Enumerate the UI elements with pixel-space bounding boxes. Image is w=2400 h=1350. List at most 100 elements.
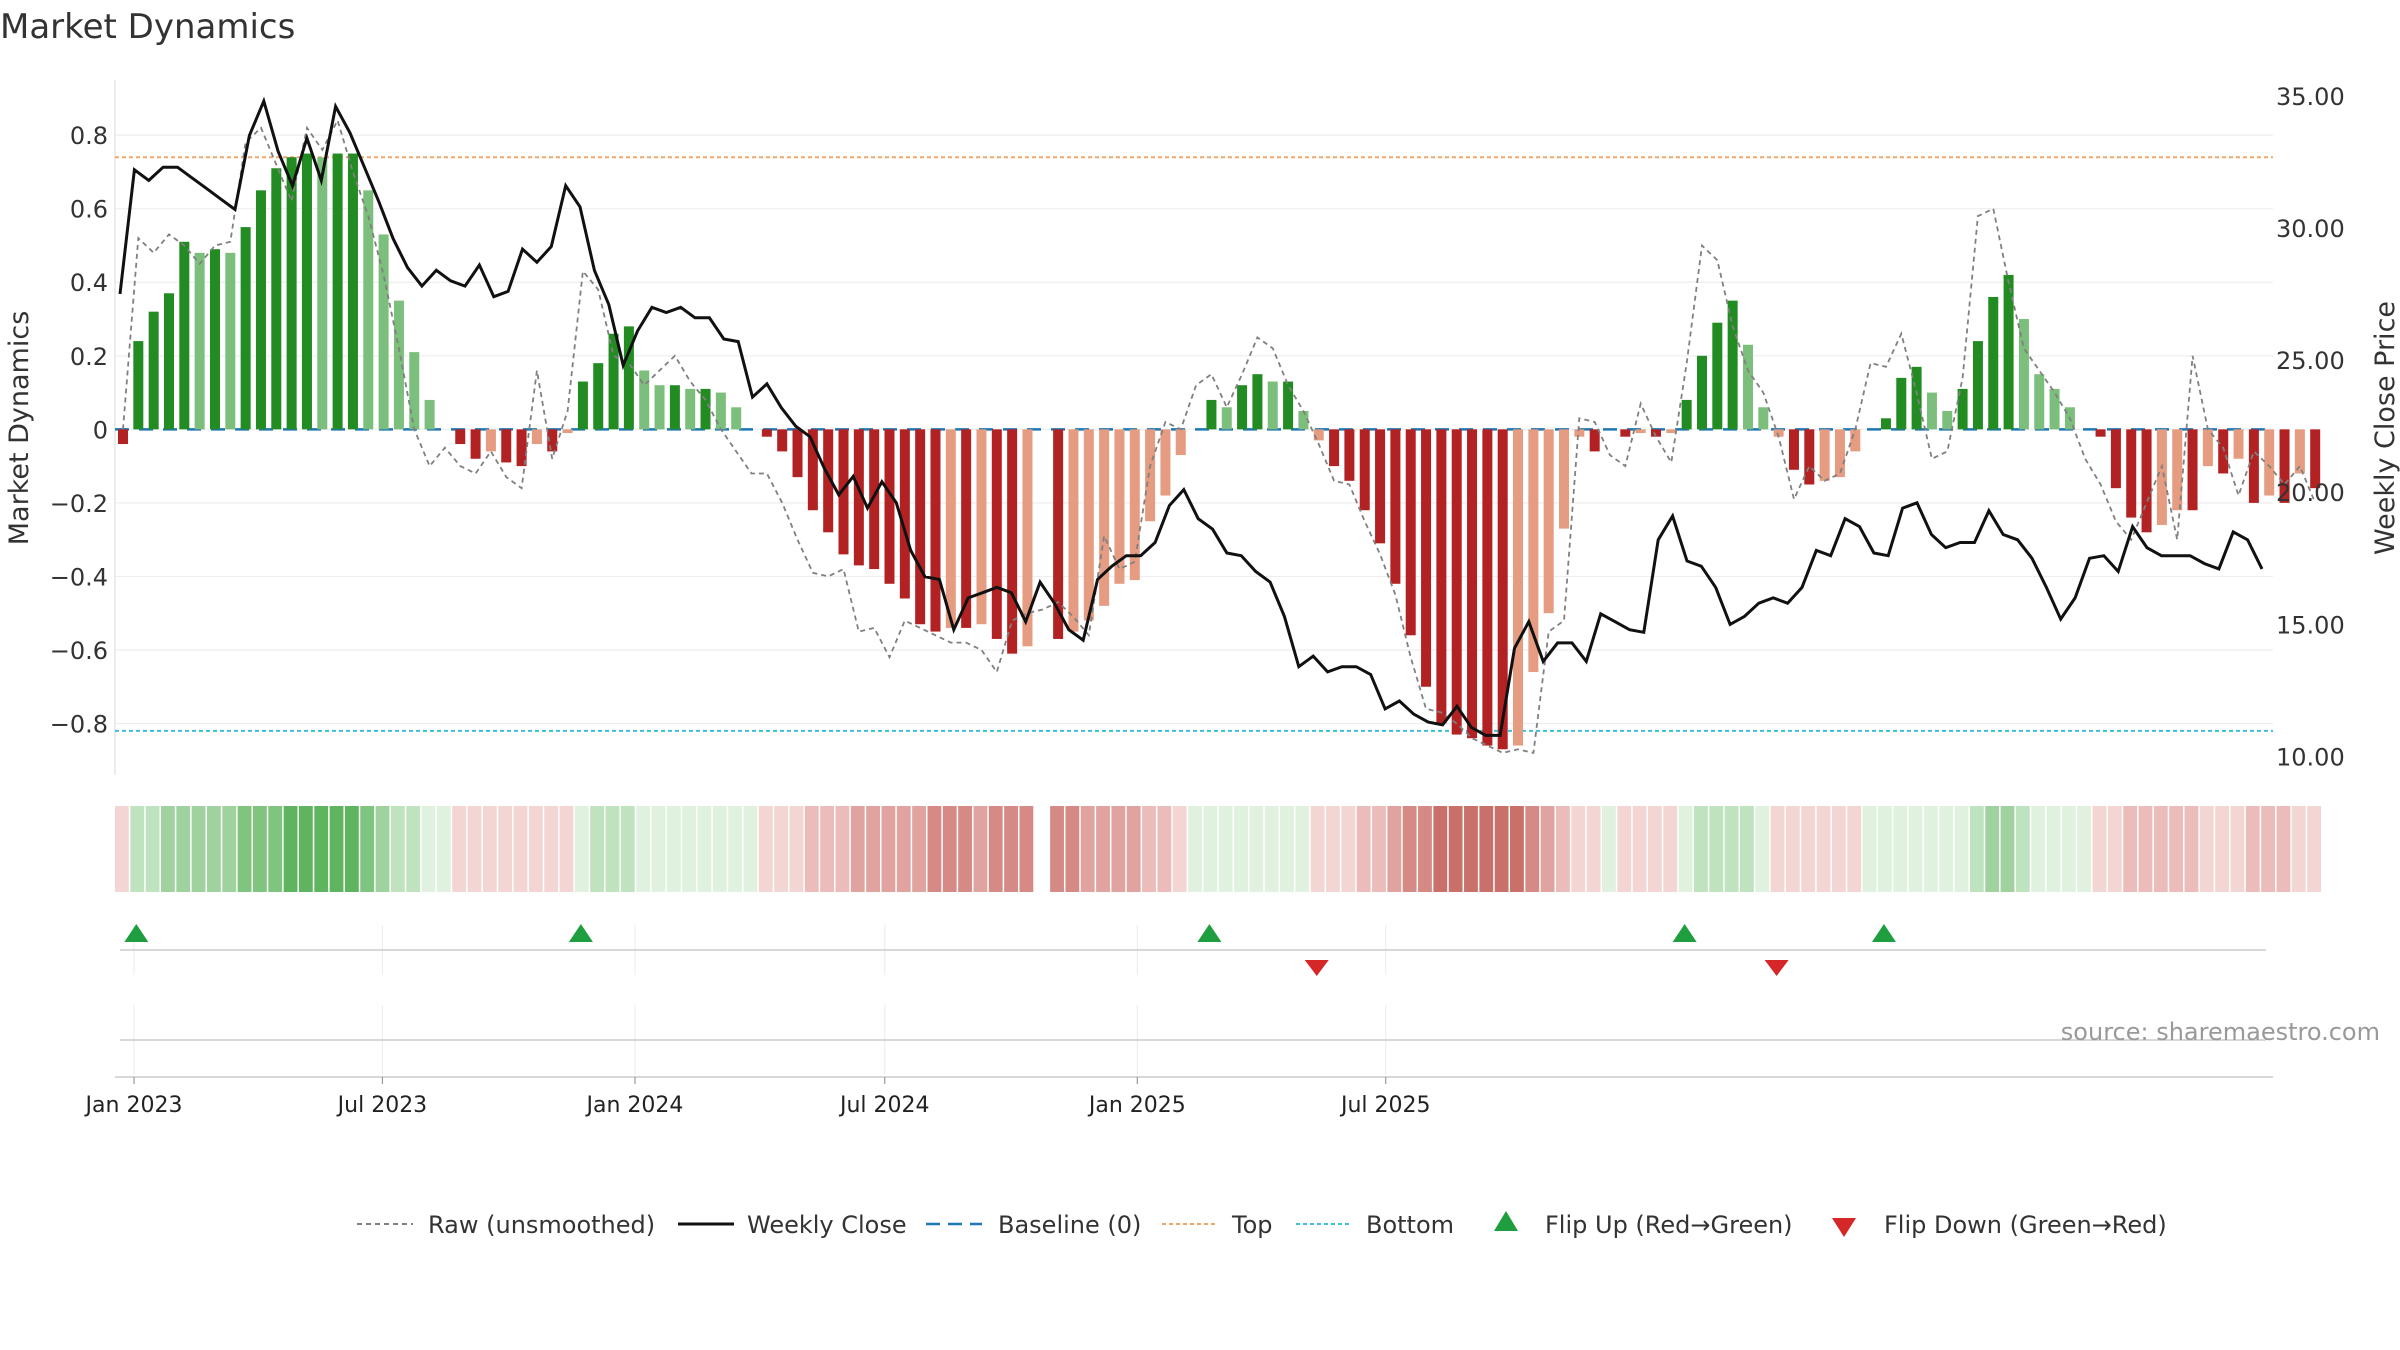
state-cell (2077, 806, 2092, 892)
state-cell (1939, 806, 1954, 892)
flip-up-icon (124, 924, 149, 942)
dynamics-bar (1528, 429, 1539, 673)
state-cell (2138, 806, 2153, 892)
state-cell (927, 806, 942, 892)
legend-raw-label: Raw (unsmoothed) (428, 1211, 655, 1239)
dynamics-bar (1850, 429, 1861, 452)
dynamics-bar (240, 227, 251, 430)
state-cell (1602, 806, 1616, 892)
dynamics-bar (1252, 374, 1263, 430)
dynamics-bar (2294, 429, 2305, 474)
dynamics-bar (547, 429, 558, 452)
source-label: source: sharemaestro.com (2061, 1018, 2380, 1046)
state-cell (774, 806, 789, 892)
dynamics-bar (1758, 407, 1769, 430)
dynamics-bar (869, 429, 880, 570)
state-cell (1019, 806, 1034, 892)
dynamics-bar (2141, 429, 2152, 533)
state-cell (697, 806, 712, 892)
state-cell (329, 806, 344, 892)
dynamics-bar (1206, 399, 1217, 430)
state-cell (988, 806, 1003, 892)
state-cell (559, 806, 574, 892)
state-cell (866, 806, 880, 892)
raw-unsmoothed-line (122, 118, 2317, 755)
state-cell (1172, 806, 1187, 892)
dynamics-bar (838, 429, 849, 555)
dynamics-bar (2156, 429, 2167, 525)
dynamics-bar (118, 429, 128, 445)
state-cell (360, 806, 375, 892)
dynamics-bar (2264, 429, 2275, 496)
dynamics-bar (1773, 429, 1784, 437)
state-cell (1387, 806, 1402, 892)
dynamics-bar (1344, 429, 1355, 481)
dynamics-bar (163, 293, 174, 430)
x-tick-label: Jul 2023 (336, 1093, 428, 1118)
dynamics-bar (2248, 429, 2259, 503)
dynamics-bar (470, 429, 481, 459)
dynamics-bar (1574, 429, 1585, 437)
state-cell (2199, 806, 2214, 892)
legend-baseline: Baseline (0) (926, 1211, 1141, 1239)
state-cell (1218, 806, 1233, 892)
dynamics-bar (639, 370, 650, 430)
legend-flip-down: Flip Down (Green→Red) (1832, 1211, 2167, 1239)
state-cell (1356, 806, 1371, 892)
dynamics-bar (1436, 429, 1447, 724)
state-cell (1433, 806, 1448, 892)
dynamics-bar (271, 168, 282, 430)
legend-top: Top (1162, 1211, 1273, 1239)
dynamics-bar (1329, 429, 1340, 467)
state-cell (789, 806, 804, 892)
state-cell (130, 806, 145, 892)
state-cell (2230, 806, 2245, 892)
right-tick-label: 15.00 (2276, 611, 2345, 639)
dynamics-bar (1666, 429, 1677, 434)
dynamics-bar (1114, 429, 1125, 584)
flip-up-icon (1672, 924, 1697, 942)
dynamics-bar (1482, 429, 1493, 746)
dynamics-bar (1022, 429, 1033, 647)
state-cell (1096, 806, 1110, 892)
state-cell (1831, 806, 1846, 892)
state-cell (1249, 806, 1264, 892)
right-tick-label: 10.00 (2276, 744, 2345, 772)
dynamics-bar (133, 341, 144, 430)
state-cell (513, 806, 528, 892)
state-cell (1969, 806, 1984, 892)
dynamics-bar (1451, 429, 1462, 735)
flip-down-icon (1304, 960, 1329, 976)
state-cell (1310, 806, 1325, 892)
legend-top-label: Top (1231, 1211, 1273, 1239)
dynamics-bar (669, 385, 680, 430)
legend-close: Weekly Close (678, 1211, 907, 1239)
dynamics-bar (1068, 429, 1079, 632)
state-cell (743, 806, 758, 892)
dynamics-bar (1405, 429, 1416, 636)
dynamics-bar (1651, 429, 1661, 437)
dynamics-bar (930, 429, 941, 632)
dynamics-bar (715, 392, 726, 430)
state-cell (1632, 806, 1647, 892)
state-cell (682, 806, 697, 892)
dynamics-bar (1681, 399, 1692, 430)
state-cell (344, 806, 359, 892)
dynamics-bar (1145, 429, 1156, 522)
dynamics-bar (945, 429, 956, 628)
state-cell (1418, 806, 1432, 892)
dynamics-bar (1942, 410, 1953, 430)
state-cell (1326, 806, 1340, 892)
chart-title: Market Dynamics (0, 7, 295, 47)
state-cell (1816, 806, 1831, 892)
state-cell (1663, 806, 1678, 892)
dynamics-bar (2095, 429, 2106, 437)
dynamics-bar (1237, 385, 1248, 430)
dynamics-bar (179, 241, 190, 430)
dynamics-bar (823, 429, 834, 533)
state-cell (1954, 806, 1969, 892)
state-cell (1923, 806, 1938, 892)
dynamics-bar (792, 429, 803, 478)
x-axis-ticks: Jan 2023 Jul 2023 Jan 2024 Jul 2024 Jan 2025… (84, 1077, 1430, 1118)
state-cell (191, 806, 206, 892)
